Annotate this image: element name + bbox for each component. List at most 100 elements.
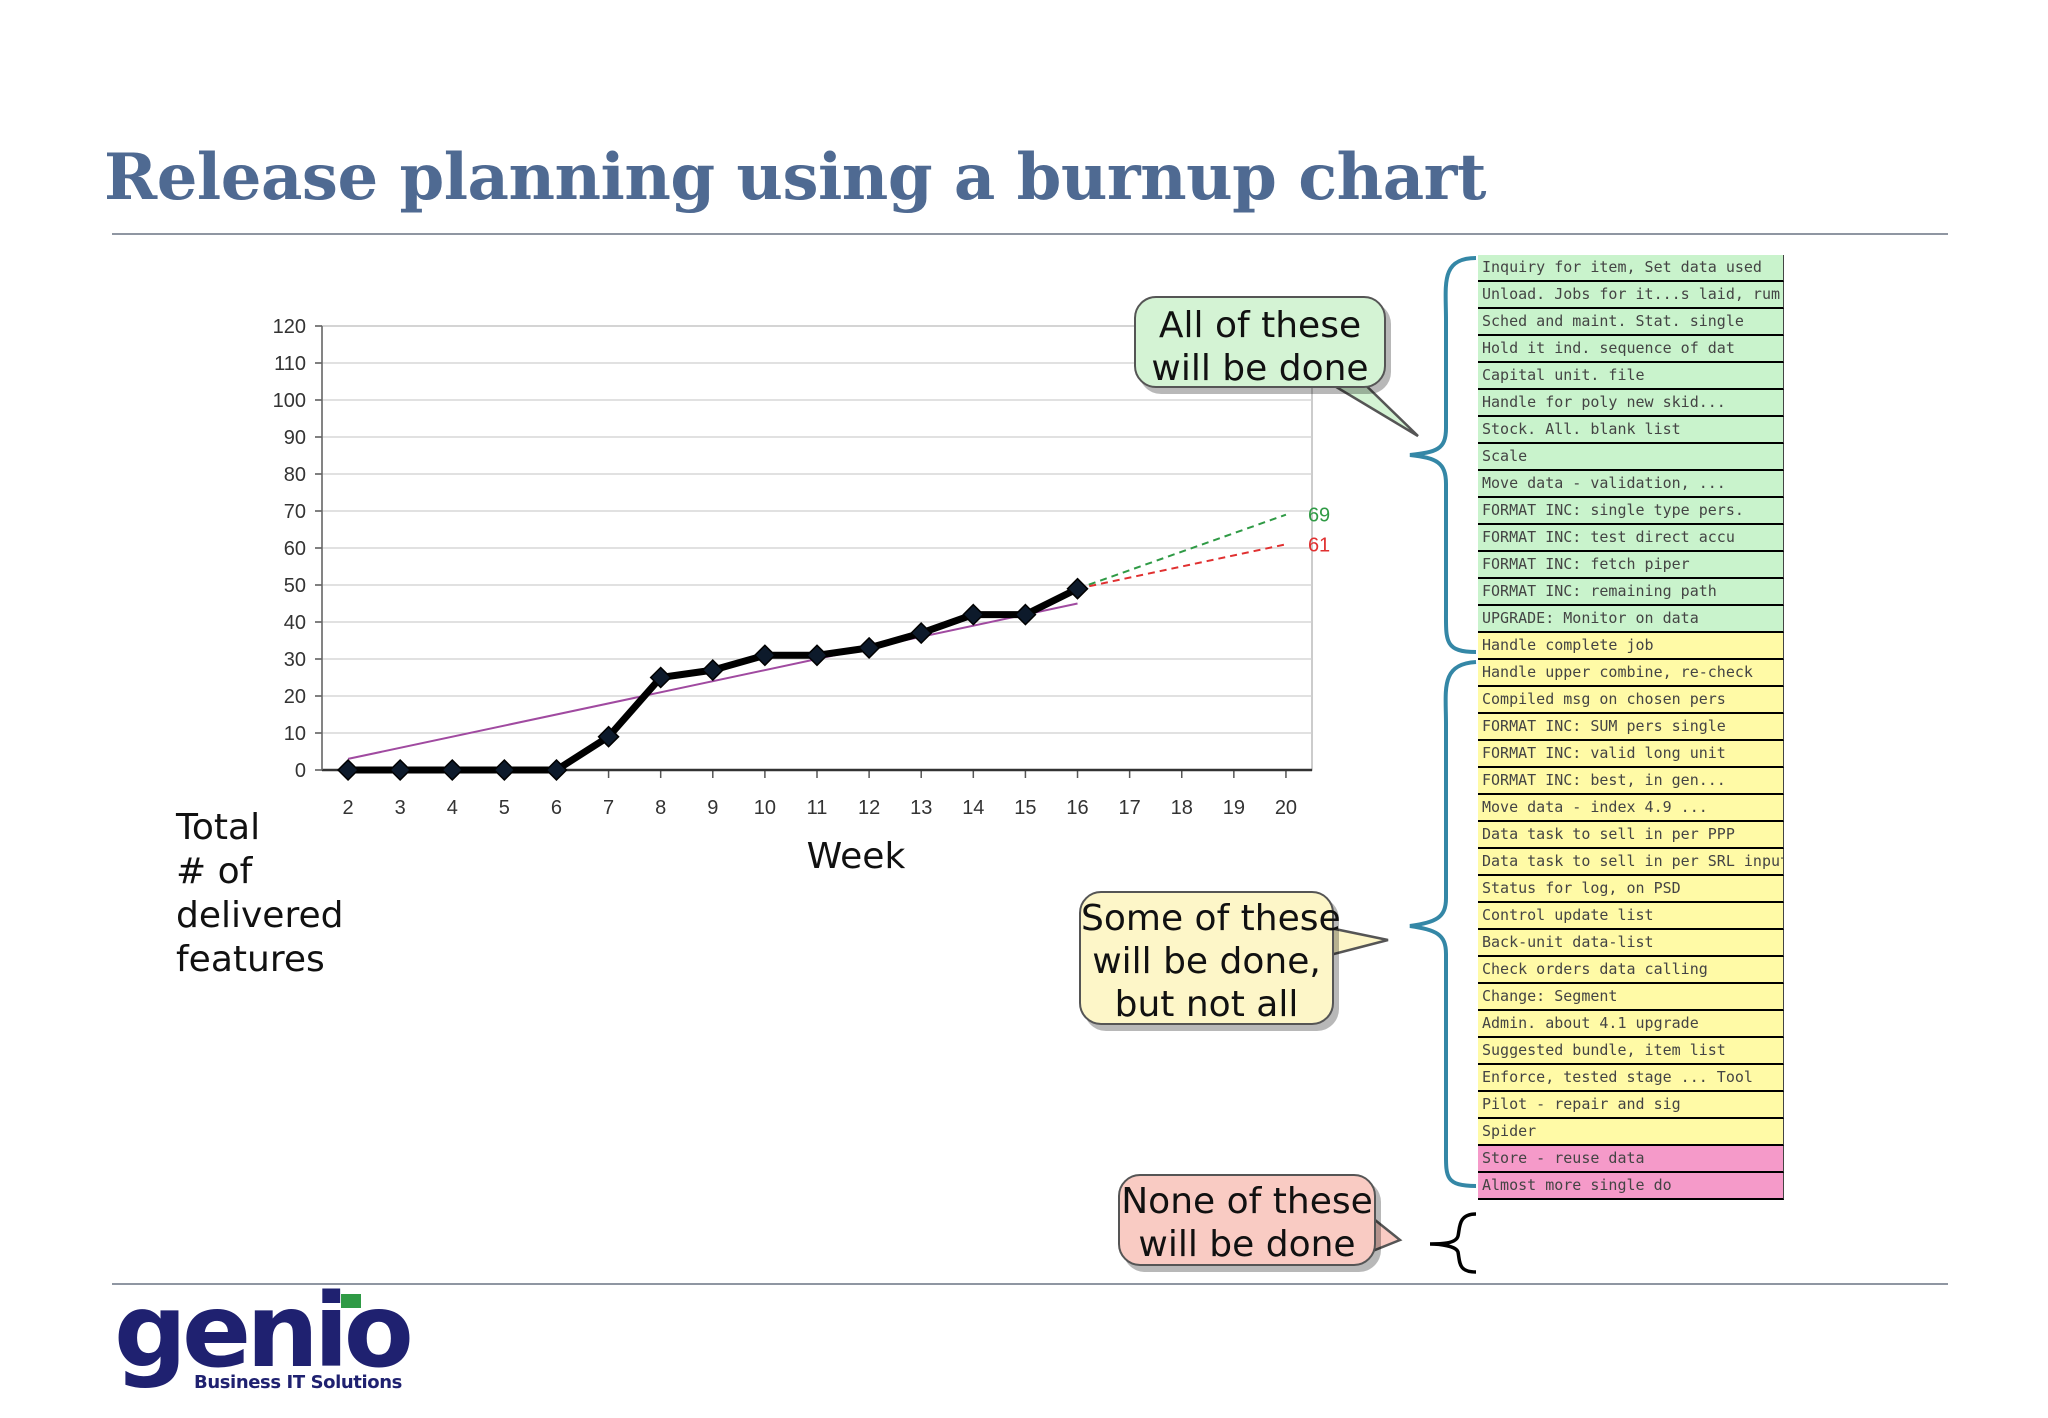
feature-item: FORMAT INC: remaining path bbox=[1478, 579, 1784, 606]
x-tick-label: 18 bbox=[1171, 797, 1193, 819]
y-tick-label: 20 bbox=[284, 686, 306, 708]
feature-item: Move data - validation, ... bbox=[1478, 471, 1784, 498]
callout-line: but not all bbox=[1114, 984, 1299, 1025]
callout-line: will be done bbox=[1151, 348, 1369, 389]
y-tick-label: 40 bbox=[284, 612, 306, 634]
feature-item: Status for log, on PSD bbox=[1478, 876, 1784, 903]
slide-title: Release planning using a burnup chart bbox=[104, 140, 1486, 215]
delivered-point bbox=[597, 725, 620, 748]
callout-line: All of these bbox=[1158, 305, 1362, 346]
delivered-point bbox=[1066, 577, 1089, 600]
y-tick-label: 30 bbox=[284, 649, 306, 671]
burnup-chart: 0 10 20 30 40 50 60 70 80 90 100 110 120 2 3 4 5 6 7 8 9 10 11… bbox=[273, 316, 1331, 877]
callout-line: will be done, bbox=[1092, 941, 1321, 982]
x-tick-label: 11 bbox=[807, 797, 828, 819]
feature-item: Inquiry for item, Set data used bbox=[1478, 255, 1784, 282]
x-tick-label: 4 bbox=[447, 797, 458, 819]
y-tick-label: 120 bbox=[273, 316, 306, 338]
x-tick-label: 15 bbox=[1014, 797, 1036, 819]
delivered-point bbox=[701, 659, 724, 682]
feature-item: Compiled msg on chosen pers bbox=[1478, 687, 1784, 714]
y-axis-title: Total # of delivered features bbox=[176, 806, 376, 982]
y-tick-label: 70 bbox=[284, 501, 306, 523]
feature-item: FORMAT INC: valid long unit bbox=[1478, 741, 1784, 768]
delivered-point bbox=[545, 758, 568, 782]
delivered-point bbox=[962, 603, 985, 626]
feature-item: UPGRADE: Monitor on data bbox=[1478, 606, 1784, 633]
delivered-point bbox=[1014, 603, 1037, 626]
x-tick-label: 17 bbox=[1119, 797, 1141, 819]
y-axis-title-line: # of bbox=[176, 851, 253, 892]
y-tick-label: 0 bbox=[295, 760, 306, 782]
feature-item: Handle for poly new skid... bbox=[1478, 390, 1784, 417]
feature-item: Check orders data calling bbox=[1478, 957, 1784, 984]
x-tick-label: 8 bbox=[655, 797, 666, 819]
y-tick-label: 110 bbox=[274, 353, 306, 375]
callout-line: will be done bbox=[1138, 1224, 1356, 1265]
feature-item: Hold it ind. sequence of dat bbox=[1478, 336, 1784, 363]
feature-item: Almost more single do bbox=[1478, 1173, 1784, 1200]
x-tick-label: 13 bbox=[910, 797, 932, 819]
feature-item: Move data - index 4.9 ... bbox=[1478, 795, 1784, 822]
feature-item: Handle upper combine, re-check bbox=[1478, 660, 1784, 687]
x-tick-label: 19 bbox=[1223, 797, 1245, 819]
delivered-point bbox=[441, 758, 464, 782]
feature-item: FORMAT INC: fetch piper bbox=[1478, 552, 1784, 579]
delivered-point bbox=[389, 758, 412, 782]
feature-item: Data task to sell in per SRL input bbox=[1478, 849, 1784, 876]
feature-item: Data task to sell in per PPP bbox=[1478, 822, 1784, 849]
logo-dot bbox=[341, 1294, 361, 1308]
y-tick-label: 10 bbox=[284, 723, 306, 745]
callout-none-done: None of these will be done bbox=[1118, 1174, 1376, 1266]
feature-item: FORMAT INC: single type pers. bbox=[1478, 498, 1784, 525]
brace-some-done bbox=[1409, 660, 1477, 1188]
feature-item: Capital unit. file bbox=[1478, 363, 1784, 390]
feature-backlog: Inquiry for item, Set data used Unload. J… bbox=[1478, 255, 1784, 1200]
brace-will-be-done bbox=[1409, 256, 1477, 654]
genio-logo: genio Business IT Solutions bbox=[114, 1272, 454, 1394]
callout-some-done: Some of these will be done, but not all bbox=[1079, 891, 1341, 1025]
x-tick-label: 6 bbox=[551, 797, 562, 819]
feature-item: FORMAT INC: best, in gen... bbox=[1478, 768, 1784, 795]
delivered-point bbox=[336, 758, 360, 782]
x-tick-label: 2 bbox=[342, 797, 353, 819]
y-tick-label: 90 bbox=[284, 427, 306, 449]
callout-all-done: All of these will be done bbox=[1134, 296, 1386, 389]
feature-item: Suggested bundle, item list bbox=[1478, 1038, 1784, 1065]
delivered-point bbox=[649, 666, 672, 689]
feature-item: Spider bbox=[1478, 1119, 1784, 1146]
projection-label: 61 bbox=[1308, 534, 1330, 556]
x-tick-label: 9 bbox=[707, 797, 718, 819]
y-axis-title-line: delivered bbox=[176, 895, 344, 936]
feature-item: FORMAT INC: SUM pers single bbox=[1478, 714, 1784, 741]
x-tick-label: 5 bbox=[499, 797, 510, 819]
x-tick-label: 10 bbox=[754, 797, 776, 819]
y-tick-label: 100 bbox=[273, 390, 306, 412]
feature-item: Enforce, tested stage ... Tool bbox=[1478, 1065, 1784, 1092]
projection-label: 69 bbox=[1308, 505, 1330, 527]
feature-item: Back-unit data-list bbox=[1478, 930, 1784, 957]
y-tick-label: 80 bbox=[284, 464, 306, 486]
feature-item: Stock. All. blank list bbox=[1478, 417, 1784, 444]
y-tick-label: 50 bbox=[284, 575, 306, 597]
feature-item: Admin. about 4.1 upgrade bbox=[1478, 1011, 1784, 1038]
projection-line bbox=[1077, 513, 1287, 590]
trend-line bbox=[347, 602, 1078, 760]
footer-divider bbox=[112, 1283, 1948, 1285]
feature-item: Change: Segment bbox=[1478, 984, 1784, 1011]
title-divider bbox=[112, 233, 1948, 235]
delivered-point bbox=[753, 644, 776, 667]
delivered-point bbox=[858, 636, 881, 659]
callout-line: None of these bbox=[1121, 1181, 1373, 1222]
delivered-point bbox=[910, 622, 933, 645]
x-tick-label: 14 bbox=[962, 797, 984, 819]
brace-not-done bbox=[1429, 1212, 1477, 1274]
x-tick-label: 3 bbox=[395, 797, 406, 819]
logo-tagline: Business IT Solutions bbox=[194, 1372, 402, 1393]
feature-item: Store - reuse data bbox=[1478, 1146, 1784, 1173]
y-axis-title-line: features bbox=[176, 939, 325, 980]
x-tick-label: 7 bbox=[603, 797, 614, 819]
feature-item: FORMAT INC: test direct accu bbox=[1478, 525, 1784, 552]
